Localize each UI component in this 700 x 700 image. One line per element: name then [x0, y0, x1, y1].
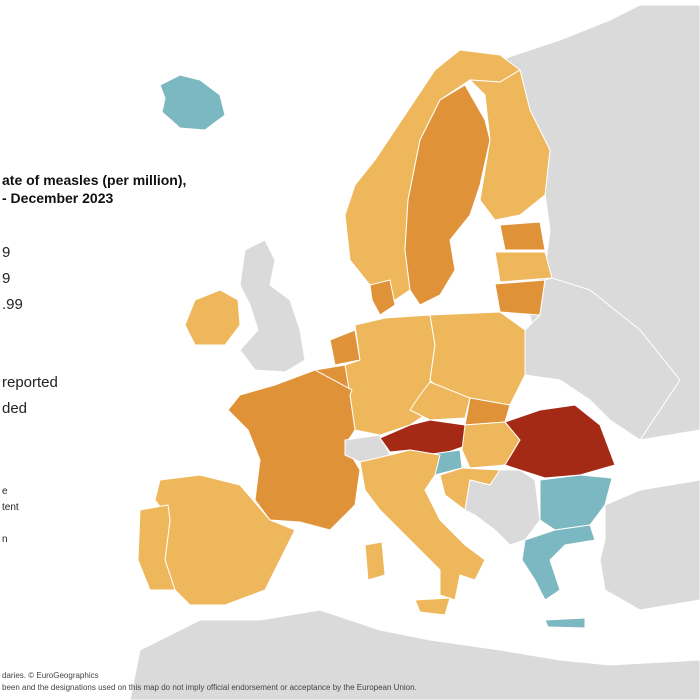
- romania: [504, 404, 616, 479]
- netherlands: [329, 329, 361, 366]
- lithuania: [494, 279, 546, 316]
- latvia: [494, 251, 553, 283]
- turkey: [599, 479, 700, 611]
- africa: [129, 609, 700, 700]
- iceland: [159, 74, 226, 131]
- estonia: [499, 221, 546, 251]
- legend-label: ded: [2, 400, 27, 417]
- map-subtitle: - December 2023: [2, 190, 114, 206]
- legend-label: 9: [2, 244, 10, 261]
- balkans: [464, 469, 541, 546]
- denmark: [369, 279, 396, 316]
- sweden: [404, 84, 491, 306]
- footer-text: daries. © EuroGeographics: [2, 671, 99, 680]
- france: [227, 369, 361, 531]
- legend-label: reported: [2, 374, 58, 391]
- sardinia: [364, 541, 386, 581]
- footer-text: been and the designations used on this m…: [2, 683, 417, 692]
- note-text: e: [2, 486, 8, 497]
- legend-label: 9: [2, 270, 10, 287]
- ireland: [184, 289, 241, 346]
- legend-label: .99: [2, 296, 23, 313]
- italy: [359, 449, 486, 601]
- note-text: tent: [2, 502, 19, 513]
- united-kingdom: [239, 239, 306, 373]
- sicily: [414, 597, 451, 616]
- bulgaria: [539, 474, 613, 531]
- crete: [544, 617, 586, 629]
- finland: [468, 69, 551, 221]
- note-text: n: [2, 534, 8, 545]
- portugal: [137, 504, 176, 591]
- greece: [521, 524, 596, 601]
- map-title: ate of measles (per million),: [2, 172, 186, 188]
